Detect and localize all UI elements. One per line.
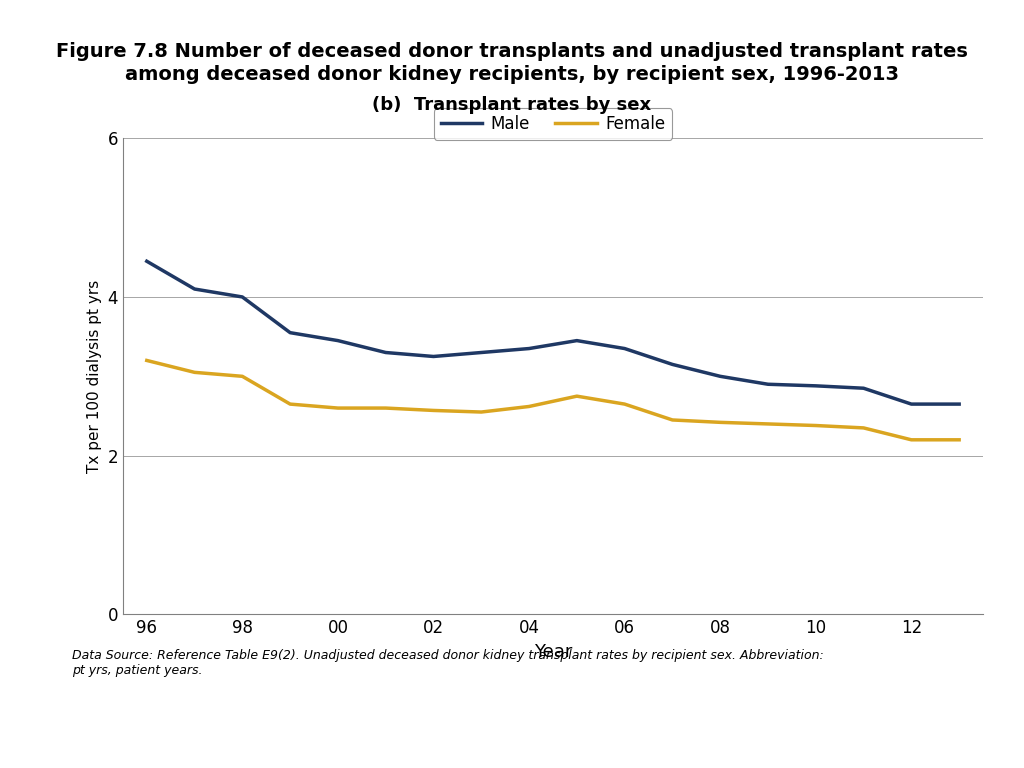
Female (618, 399, 631, 409)
Line: Male: Male (146, 261, 959, 404)
Male (523, 344, 536, 353)
Legend: Male, Female: Male, Female (434, 108, 672, 140)
Female (237, 372, 249, 381)
Male (810, 381, 822, 390)
Text: Vol 2, ESRD, Ch 7: Vol 2, ESRD, Ch 7 (425, 728, 599, 746)
Male (857, 384, 869, 393)
Female (332, 403, 344, 412)
Male (427, 352, 439, 361)
Female (667, 415, 679, 425)
Text: among deceased donor kidney recipients, by recipient sex, 1996-2013: among deceased donor kidney recipients, … (125, 65, 899, 84)
Female (570, 392, 583, 401)
Female (905, 435, 918, 445)
Text: Figure 7.8 Number of deceased donor transplants and unadjusted transplant rates: Figure 7.8 Number of deceased donor tran… (56, 42, 968, 61)
Y-axis label: Tx per 100 dialysis pt yrs: Tx per 100 dialysis pt yrs (87, 280, 101, 473)
Female (284, 399, 296, 409)
Female (953, 435, 966, 445)
Female (714, 418, 726, 427)
Male (762, 379, 774, 389)
Male (475, 348, 487, 357)
Male (667, 360, 679, 369)
Female (427, 406, 439, 415)
Female (857, 423, 869, 432)
Male (953, 399, 966, 409)
Text: USRDS: USRDS (29, 719, 104, 737)
Male (140, 257, 153, 266)
Female (523, 402, 536, 411)
Male (714, 372, 726, 381)
Text: UNITED STATES RENAL DATA SYSTEM: UNITED STATES RENAL DATA SYSTEM (16, 750, 117, 755)
Female (380, 403, 392, 412)
Female (810, 421, 822, 430)
Male (188, 284, 201, 293)
Text: Data Source: Reference Table E9(2). Unadjusted deceased donor kidney transplant : Data Source: Reference Table E9(2). Unad… (72, 649, 823, 677)
Male (570, 336, 583, 346)
Male (237, 293, 249, 302)
X-axis label: Year: Year (534, 643, 572, 660)
Text: (b)  Transplant rates by sex: (b) Transplant rates by sex (373, 96, 651, 114)
Male (905, 399, 918, 409)
Male (380, 348, 392, 357)
Male (618, 344, 631, 353)
Text: 12: 12 (969, 728, 993, 746)
Male (332, 336, 344, 346)
Female (762, 419, 774, 429)
Line: Female: Female (146, 360, 959, 440)
Female (475, 408, 487, 417)
Female (140, 356, 153, 365)
Male (284, 328, 296, 337)
Female (188, 368, 201, 377)
